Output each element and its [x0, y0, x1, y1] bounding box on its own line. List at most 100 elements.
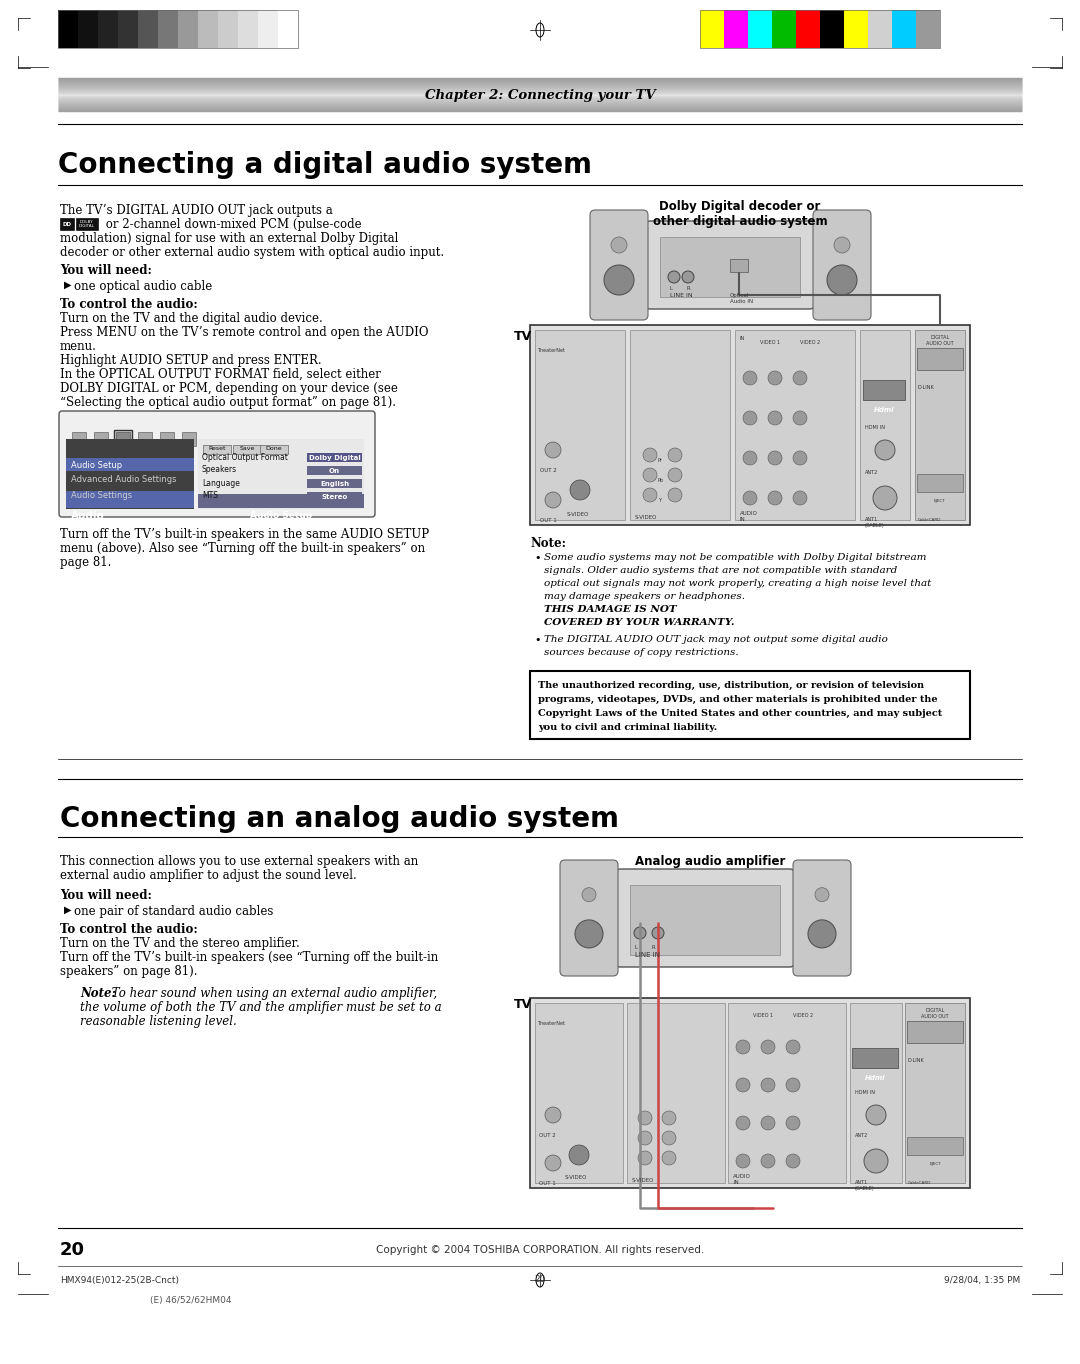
Bar [630, 330, 730, 520]
Text: Highlight AUDIO SETUP and press ENTER.: Highlight AUDIO SETUP and press ENTER. [60, 355, 322, 367]
Text: decoder or other external audio system with optical audio input.: decoder or other external audio system w… [60, 246, 444, 259]
Circle shape [864, 1148, 888, 1173]
Text: Press MENU on the TV’s remote control and open the AUDIO: Press MENU on the TV’s remote control an… [60, 326, 429, 340]
Text: Optical Output Format: Optical Output Format [202, 453, 288, 461]
Text: DOLBY DIGITAL or PCM, depending on your device (see: DOLBY DIGITAL or PCM, depending on your … [60, 382, 397, 396]
Circle shape [638, 1151, 652, 1165]
Text: OUT 1: OUT 1 [540, 518, 557, 522]
Bar [917, 348, 963, 370]
FancyBboxPatch shape [561, 859, 618, 977]
Text: S-VIDEO: S-VIDEO [567, 512, 590, 517]
Text: DIGITAL
AUDIO OUT: DIGITAL AUDIO OUT [921, 1008, 949, 1019]
Circle shape [743, 411, 757, 426]
Circle shape [735, 1116, 750, 1129]
Bar [307, 453, 362, 462]
Circle shape [634, 928, 646, 938]
Bar [58, 10, 78, 48]
Text: Reset: Reset [208, 446, 226, 451]
Bar [530, 671, 970, 739]
Text: AUDIO: AUDIO [733, 1174, 751, 1178]
Text: Hdmi: Hdmi [874, 406, 894, 413]
FancyBboxPatch shape [813, 210, 870, 321]
Bar [94, 432, 108, 446]
Text: menu (above). Also see “Turning off the built-in speakers” on: menu (above). Also see “Turning off the … [60, 542, 426, 555]
FancyBboxPatch shape [59, 411, 375, 517]
Bar [66, 439, 194, 509]
Text: Optical
Audio IN: Optical Audio IN [730, 293, 753, 304]
Circle shape [669, 447, 681, 462]
Bar [158, 10, 178, 48]
Text: Dolby Digital decoder or
other digital audio system: Dolby Digital decoder or other digital a… [652, 201, 827, 228]
Circle shape [611, 237, 627, 252]
Circle shape [575, 919, 603, 948]
Text: TV: TV [514, 330, 532, 344]
Text: Copyright © 2004 TOSHIBA CORPORATION. All rights reserved.: Copyright © 2004 TOSHIBA CORPORATION. Al… [376, 1245, 704, 1255]
Text: Pr: Pr [658, 458, 662, 462]
Text: Audio Setup: Audio Setup [249, 510, 312, 520]
Circle shape [786, 1078, 800, 1093]
Circle shape [815, 888, 829, 902]
Bar [892, 10, 916, 48]
Bar [307, 466, 362, 475]
Text: Analog audio amplifier: Analog audio amplifier [635, 855, 785, 868]
Text: EJECT: EJECT [929, 1162, 941, 1166]
Bar [868, 10, 892, 48]
Text: optical out signals may not work properly, creating a high noise level that: optical out signals may not work properl… [544, 578, 931, 588]
Circle shape [866, 1105, 886, 1125]
Text: You will need:: You will need: [60, 265, 152, 277]
Text: HDMI IN: HDMI IN [855, 1090, 875, 1095]
Text: You will need:: You will need: [60, 889, 152, 902]
Text: Turn on the TV and the stereo amplifier.: Turn on the TV and the stereo amplifier. [60, 937, 300, 949]
Bar [198, 10, 218, 48]
Circle shape [638, 1112, 652, 1125]
Circle shape [545, 1155, 561, 1172]
Text: D-LINK: D-LINK [918, 385, 935, 390]
Text: To control the audio:: To control the audio: [60, 297, 198, 311]
Text: or 2-channel down-mixed PCM (pulse-code: or 2-channel down-mixed PCM (pulse-code [102, 218, 362, 231]
Text: ANT1
(CABLE): ANT1 (CABLE) [855, 1180, 875, 1191]
Text: D-LINK: D-LINK [908, 1058, 924, 1063]
Circle shape [643, 447, 657, 462]
Bar [66, 491, 194, 507]
Bar [160, 432, 174, 446]
Bar [772, 10, 796, 48]
Circle shape [545, 442, 561, 458]
Circle shape [761, 1116, 775, 1129]
Bar [114, 430, 132, 447]
Bar [660, 237, 800, 297]
Circle shape [570, 480, 590, 501]
Text: COVERED BY YOUR WARRANTY.: COVERED BY YOUR WARRANTY. [544, 618, 734, 627]
Text: Save: Save [240, 446, 255, 451]
Text: Done: Done [266, 446, 282, 451]
Ellipse shape [536, 23, 544, 37]
Circle shape [768, 371, 782, 385]
Text: OUT 2: OUT 2 [539, 1133, 556, 1138]
Text: ANT2: ANT2 [855, 1133, 868, 1138]
Circle shape [768, 451, 782, 465]
Text: DIGITAL
AUDIO OUT: DIGITAL AUDIO OUT [927, 336, 954, 346]
Circle shape [662, 1112, 676, 1125]
Bar [218, 10, 238, 48]
Text: Stereo: Stereo [322, 494, 348, 501]
Text: Advanced Audio Settings: Advanced Audio Settings [71, 476, 176, 484]
Text: Note:: Note: [80, 988, 116, 1000]
Bar [238, 10, 258, 48]
Bar [138, 10, 158, 48]
Circle shape [743, 451, 757, 465]
Text: HMX94(E)012-25(2B-Cnct): HMX94(E)012-25(2B-Cnct) [60, 1275, 179, 1285]
Text: DOLBY
DIGITAL: DOLBY DIGITAL [79, 220, 95, 228]
Text: Pb: Pb [657, 477, 663, 483]
Text: Turn off the TV’s built-in speakers in the same AUDIO SETUP: Turn off the TV’s built-in speakers in t… [60, 528, 429, 542]
Text: TV: TV [514, 998, 532, 1012]
Bar [724, 10, 748, 48]
Bar [843, 10, 868, 48]
Bar [258, 10, 278, 48]
Text: signals. Older audio systems that are not compatible with standard: signals. Older audio systems that are no… [544, 566, 897, 576]
Text: English: English [320, 481, 349, 487]
Circle shape [793, 491, 807, 505]
Circle shape [681, 271, 694, 282]
Text: VIDEO 2: VIDEO 2 [793, 1013, 813, 1018]
Circle shape [743, 491, 757, 505]
Text: one optical audio cable: one optical audio cable [75, 280, 213, 293]
Bar [728, 1003, 846, 1183]
